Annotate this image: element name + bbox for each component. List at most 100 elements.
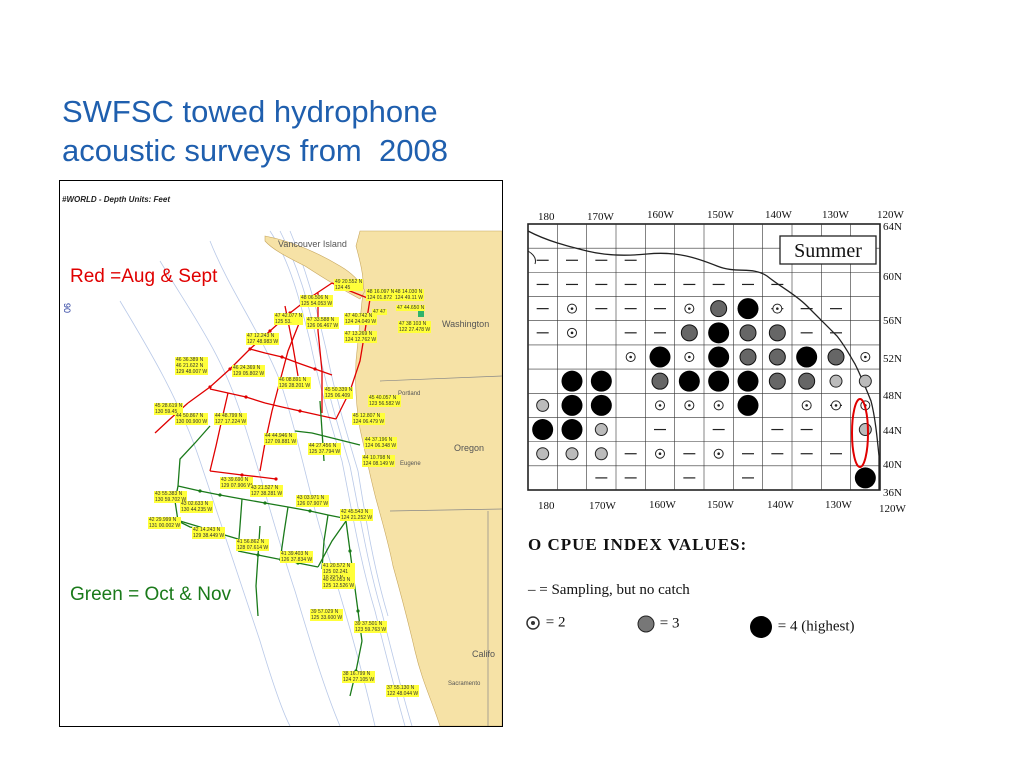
cpue-2-mark [536,398,550,412]
place-eugene: Eugene [400,461,421,467]
cpue-3-mark [798,372,816,390]
top-lon-label: 120W [877,209,905,221]
coord-label: 44 27.456 N 125 37.794 W [308,443,342,455]
coord-label: 39 57.029 N 125 33.600 W [310,609,344,621]
place-oregon: Oregon [454,443,485,453]
lat-label: 40N [883,459,902,471]
coord-label: 44 50.867 N 130 00.900 W [175,413,209,425]
slide-title: SWFSC towed hydrophone acoustic surveys … [62,92,522,170]
cpue-3-mark [827,348,845,366]
cpue-grid-graphic: Summer 180 170W 160W 150W 140W 130W 120W… [527,209,907,515]
cpue-4-mark [737,298,759,320]
cpue-1-mark [860,352,871,362]
top-lon-label: 130W [822,209,850,221]
coord-label: 38 16.799 N 124 27.105 W [342,671,376,683]
coord-label: 47 47 [372,309,387,315]
cpue-2-icon [526,616,540,630]
bottom-lon-label: 140W [767,499,795,511]
cpue-2-mark [594,447,608,461]
season-box [779,235,877,265]
coord-label: 40 55.053 N 125 12.526 W [322,577,356,589]
coord-label: 48 06.506 N 125 54.053 W [300,295,334,307]
cpue-4-mark [561,370,583,392]
coord-label: 45 50.339 N 125 06.409 [324,387,354,399]
map-header: #WORLD - Depth Units: Feet [62,195,170,204]
coord-label: 47 12.243 N 127 48.983 W [246,333,280,345]
place-sacramento: Sacramento [448,681,481,687]
lat-label: 60N [883,271,902,283]
cpue-4-mark [708,346,730,368]
coord-label: 47 44.650 N [396,305,426,311]
cpue-1-mark [684,400,695,411]
cpue-1-mark [831,400,841,411]
depth-contours [119,230,413,726]
cpue-3-mark [651,372,669,390]
cpue-4-mark [737,394,759,416]
place-vancouver-island: Vancouver Island [278,239,347,249]
cpue-markers [532,259,876,489]
coord-label: 47 13.269 N 124 12.762 W [344,331,378,343]
coord-label: 44 48.799 N 127 17.224 W [214,413,248,425]
legend-item-4-label: = 4 (highest) [777,618,855,635]
bottom-lon-label: 180 [538,500,555,512]
place-washington: Washington [442,319,490,329]
bottom-lon-label: 120W [879,503,907,515]
lat-label: 36N [883,487,902,499]
bottom-lon-label: 170W [589,500,617,512]
cpue-3-icon [637,615,655,633]
legend-item-2-label: = 2 [545,614,566,631]
cpue-4-icon [750,616,772,638]
red-track-note: Red =Aug & Sept [70,266,218,287]
cpue-4-mark [532,419,554,441]
lat-label: 56N [883,315,902,327]
coord-label: 43 02.633 N 130 44.235 W [180,501,214,513]
cpue-axis-labels: 180 170W 160W 150W 140W 130W 120W 180 17… [538,209,907,515]
coord-label: 43 39.690 N 129 07.906 W [220,477,254,489]
cpue-2-mark [858,423,872,437]
cpue-4-mark [796,346,818,368]
cpue-1-mark [713,400,724,411]
coord-label: 45 40.057 N 123 56.582 W [368,395,402,407]
top-lon-label: 180 [538,211,555,223]
coord-label: 41 56.862 N 128 07.614 W [236,539,270,551]
legend-item-3: = 3 [636,614,679,634]
coord-label: 43 21.527 N 127 38.281 W [250,485,284,497]
cpue-2-mark [829,374,843,388]
cpue-1-mark [567,327,577,338]
coord-label: 44 10.798 N 124 08.149 W [362,455,396,467]
survey-track-map: 90 #WORLD - Depth Units: Feet Vancouver … [59,180,503,727]
cpue-1-mark [801,400,812,411]
lat-label: 52N [883,353,902,365]
coord-label: 43 55.383 N 130 59.702 W [154,491,188,503]
cpue-3-mark [739,324,757,342]
lat-label: 64N [883,221,902,233]
lat-label: 48N [883,390,902,402]
cpue-1-mark [684,352,695,362]
cpue-4-mark [649,346,671,368]
coord-label: 42 45.543 N 124 21.252 W [340,509,374,521]
coord-label: 48 14.030 N 124 49.11 W [394,289,424,301]
season-title: Summer [794,240,862,262]
cpue-1-mark [655,400,665,411]
cpue-3-mark [768,372,786,390]
cpue-1-mark [567,303,577,314]
coord-label: 47 40.742 N 124 24.049 W [344,313,378,325]
coord-label: 41 39.403 N 126 37.834 W [280,551,314,563]
cpue-1-mark [684,303,695,314]
coord-label: 39 37.501 N 123 59.763 W [354,621,388,633]
coord-label: 46 24.369 N 129 05.802 W [232,365,266,377]
cpue-4-mark [590,394,612,416]
top-lon-label: 170W [587,211,615,223]
coastline-land [355,230,502,726]
coord-label: 37 55.130 N 122 48.044 W [386,685,420,697]
legend-item-2: = 2 [524,614,565,632]
coord-label: 46 08.891 N 126 28.201 W [278,377,312,389]
coord-label: 47 33.588 N 126 06.467 W [306,317,340,329]
coord-label: 47 38 103 N 122 27.478 W [398,321,432,333]
bottom-lon-label: 130W [825,499,853,511]
coord-label: 45 28.619 N 130 59.45 [154,403,184,415]
top-lon-label: 160W [647,209,675,221]
cpue-4-mark [708,370,730,392]
coord-label: 48 16.097 N 124 01.872 [366,289,396,301]
lat-label: 44N [883,425,902,437]
